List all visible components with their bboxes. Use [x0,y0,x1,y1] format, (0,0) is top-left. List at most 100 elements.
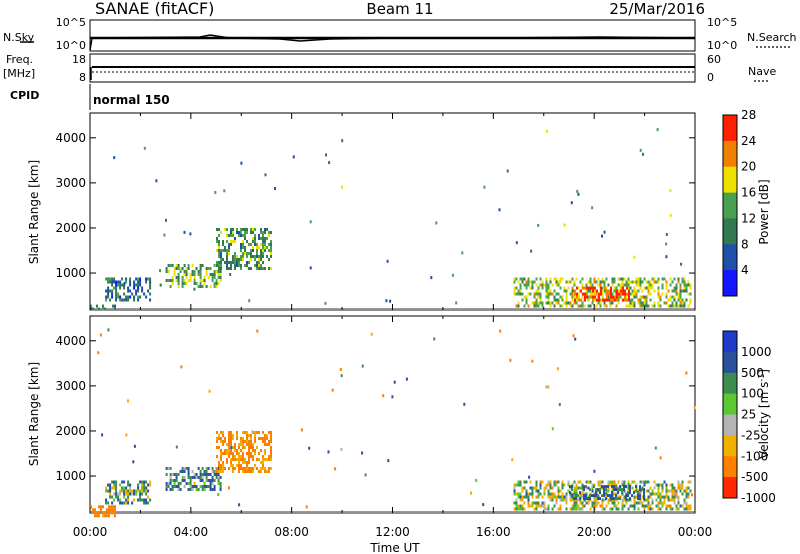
echo-point [393,380,396,384]
echo-cell [679,301,682,305]
echo-cell [218,246,220,249]
echo-cell [216,249,218,252]
echo-cell [96,511,98,515]
echo-cell [617,480,620,484]
echo-cell [589,280,592,284]
power-colorbar-label: Power [dB] [757,179,771,244]
echo-cell [252,246,254,249]
echo-cell [216,261,218,264]
echo-cell [240,443,242,446]
echo-cell [262,467,264,470]
echo-cell [659,498,662,502]
echo-cell [123,489,126,493]
echo-cell [651,498,654,502]
echo-cell [211,470,214,473]
echo-cell [171,276,174,279]
echo-cell [653,277,656,281]
echo-cell [256,243,258,246]
echo-cell [205,270,208,273]
echo-cell [575,507,578,511]
echo-cell [539,292,542,296]
echo-cell [521,277,524,281]
echo-cell [183,479,186,482]
echo-cell [584,292,586,296]
echo-cell [633,295,636,299]
echo-cell [561,483,564,487]
echo-cell [551,495,554,499]
echo-cell [141,492,144,496]
echo-cell [687,280,690,284]
echo-cell [232,234,234,237]
echo-cell [637,491,639,495]
echo-cell [593,504,596,508]
echo-cell [606,289,608,293]
echo-cell [119,489,122,493]
echo-cell [111,295,114,299]
echo-cell [143,486,146,490]
echo-cell [143,480,146,484]
echo-cell [513,483,516,487]
echo-cell [533,304,536,308]
echo-cell [244,440,246,443]
echo-cell [242,443,244,446]
freq-tick-top: 18 [72,53,86,66]
echo-cell [590,295,592,299]
echo-cell [171,279,174,282]
echo-cell [667,489,670,493]
echo-cell [587,289,590,293]
echo-cell [543,507,546,511]
echo-cell [578,295,580,299]
echo-cell [643,488,645,492]
echo-cell [665,489,668,493]
echo-cell [515,483,518,487]
echo-cell [222,452,224,455]
echo-cell [584,286,586,290]
echo-cell [611,494,613,498]
echo-cell [515,498,518,502]
echo-cell [533,486,536,490]
echo-cell [671,507,674,511]
echo-cell [127,480,130,484]
echo-cell [264,240,266,243]
echo-cell [588,286,590,290]
echo-cell [605,485,607,489]
echo-cell [559,489,562,493]
colorbar-segment [723,456,737,478]
echo-cell [127,286,130,290]
echo-cell [108,511,110,515]
echo-cell [565,295,568,299]
echo-cell [519,292,522,296]
echo-cell [119,283,122,287]
echo-cell [113,280,116,284]
echo-cell [230,431,232,434]
echo-cell [571,485,573,489]
echo-cell [167,467,170,470]
echo-cell [647,292,650,296]
echo-cell [681,486,684,490]
echo-cell [252,449,254,452]
echo-cell [236,464,238,467]
echo-cell [234,252,236,255]
echo-cell [264,443,266,446]
echo-cell [105,489,108,493]
ytick-label: 1000 [55,469,86,483]
echo-cell [238,464,240,467]
echo-region [165,467,222,491]
echo-cell [189,276,192,279]
echo-cell [262,261,264,264]
echo-cell [677,277,680,281]
echo-cell [625,492,628,496]
echo-point [159,269,161,273]
echo-cell [626,298,628,302]
echo-cell [254,228,256,231]
echo-cell [149,298,152,302]
echo-cell [167,264,170,267]
echo-point [228,486,230,490]
colorbar-segment [723,393,737,415]
echo-cell [517,507,520,511]
echo-cell [555,298,558,302]
echo-cell [181,279,184,282]
echo-cell [573,495,576,499]
echo-cell [513,289,516,293]
echo-cell [183,282,186,285]
